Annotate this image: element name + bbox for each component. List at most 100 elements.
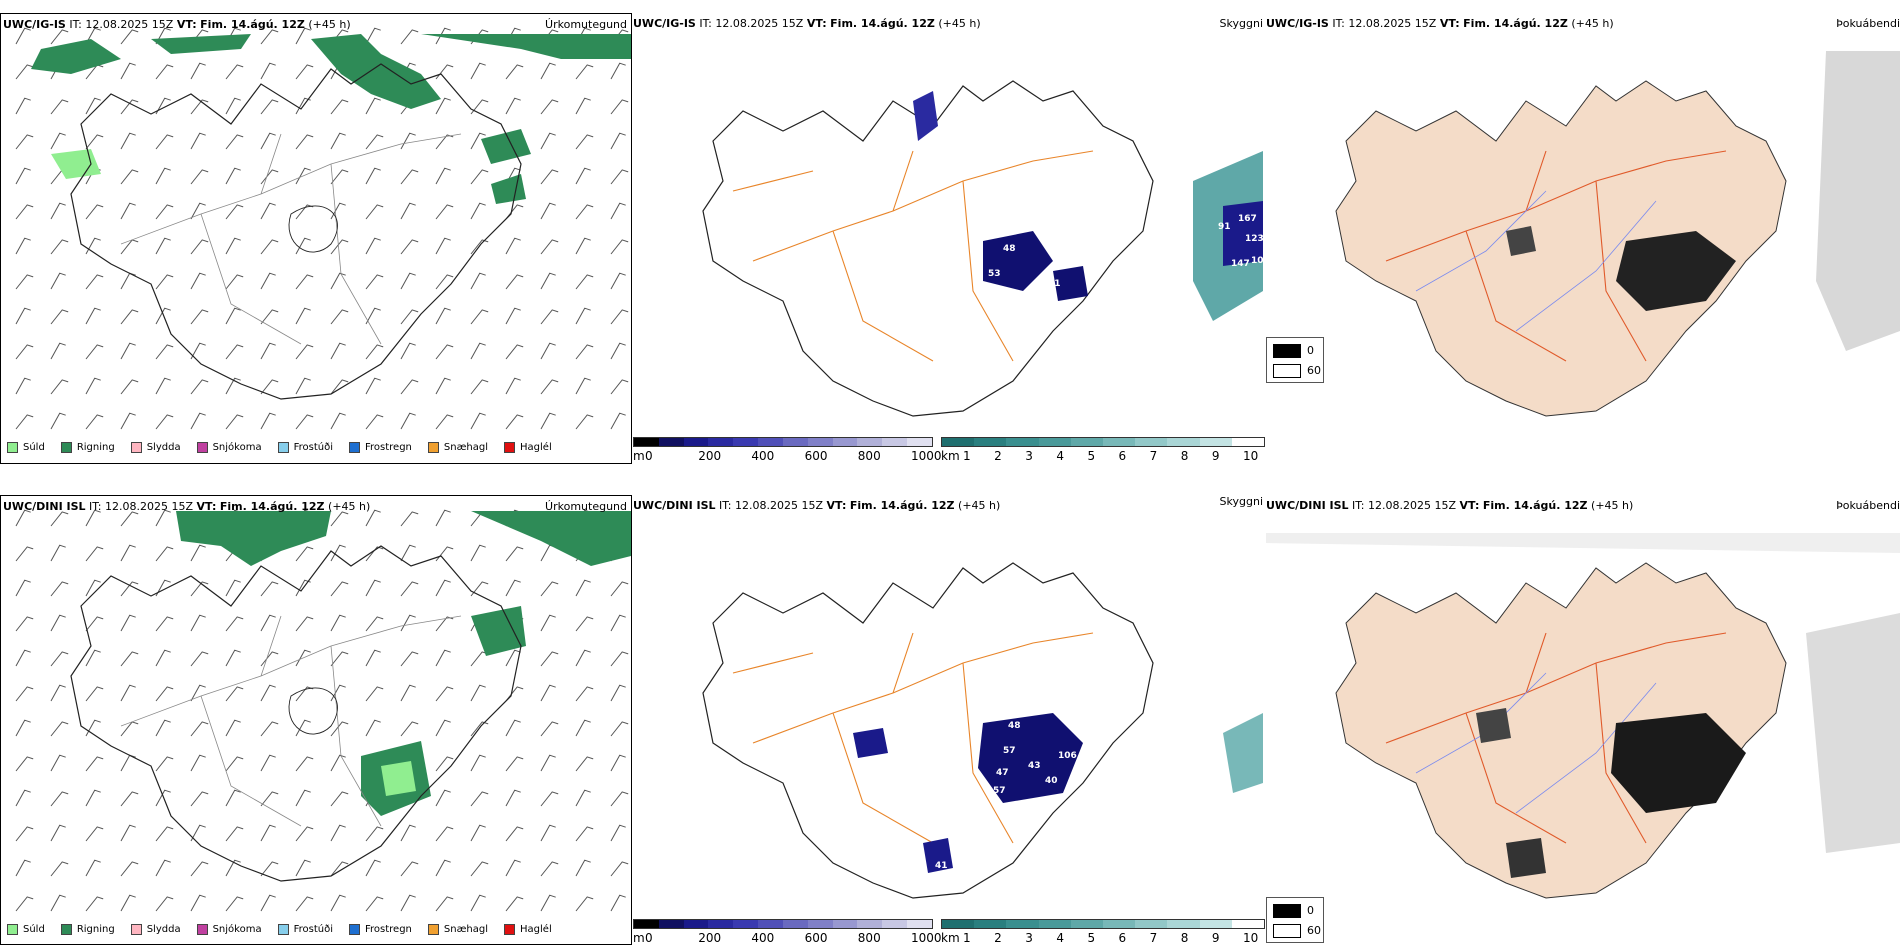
- fog-dense-area: [1611, 713, 1746, 813]
- fog-haze: [1806, 613, 1900, 853]
- iceland-coast: [70, 545, 522, 882]
- ceiling-value-label: 48: [1008, 721, 1021, 731]
- low-ceiling-area: [853, 728, 888, 758]
- ceiling-value-label: 81: [1048, 279, 1061, 289]
- visibility-unit: km: [941, 449, 960, 463]
- colorbar-tick: 9: [1211, 449, 1220, 463]
- legend-item: Snjókoma: [196, 924, 262, 935]
- iceland-map-cloud-2: 48 57 47 43 40 57 106 55 57 41: [702, 562, 1263, 899]
- colorbar-tick: 4: [1056, 449, 1064, 463]
- glacier-outline: [288, 687, 338, 735]
- field-label-cloud: Skyggni: [1219, 17, 1263, 30]
- legend-swatch: [349, 924, 360, 935]
- precip-rain-area: [421, 34, 631, 59]
- field-label-cloud: Skyggni: [1219, 495, 1263, 508]
- precip-rain-area: [151, 34, 251, 54]
- colorbar-tick: 800: [857, 449, 881, 463]
- legend-item: Haglél: [504, 924, 552, 935]
- ceiling-value-label: 96: [1023, 184, 1036, 194]
- precip-rain-area: [471, 606, 526, 656]
- legend-swatch: [277, 924, 289, 935]
- legend-item: Haglél: [504, 442, 552, 453]
- legend-swatch: [196, 442, 208, 453]
- iceland-coast: [1335, 562, 1787, 899]
- field-label-precip: Úrkomutegund: [545, 500, 627, 513]
- colorbar-tick: 400: [751, 449, 775, 463]
- precip-panel-2: UWC/DINI ISL IT: 12.08.2025 15Z VT: Fim.…: [0, 495, 632, 945]
- legend-item: Rigning: [60, 924, 115, 935]
- legend-item: Rigning: [60, 442, 115, 453]
- precip-panel-1: UWC/IG-IS IT: 12.08.2025 15Z VT: Fim. 14…: [0, 13, 632, 464]
- ceiling-value-label: 48: [1003, 244, 1016, 254]
- legend-label: Slydda: [146, 924, 181, 935]
- wind-barbs: [15, 27, 629, 430]
- fog-haze: [1266, 533, 1900, 553]
- legend-label: Haglél: [520, 442, 552, 453]
- colorbar-tick: 3: [1025, 931, 1033, 945]
- ceiling-value-label: 147: [1231, 259, 1250, 269]
- legend-swatch: [427, 442, 439, 453]
- ceiling-value-label: 40: [1045, 776, 1058, 786]
- legend-label: Snæhagl: [443, 924, 489, 935]
- colorbar-tick: 10: [1243, 449, 1259, 463]
- colorbar-tick: 5: [1087, 449, 1096, 463]
- roads: [1385, 150, 1727, 362]
- iceland-coast: [1335, 80, 1787, 417]
- colorbar-tick: 10: [1243, 931, 1259, 945]
- colorbar-tick: 0: [645, 449, 653, 463]
- colorbar-tick: 8: [1180, 449, 1189, 463]
- ceiling-unit: m: [633, 931, 645, 945]
- precip-drizzle-area: [381, 761, 416, 796]
- low-ceiling-area: [978, 713, 1083, 803]
- fog-panel-1: UWC/IG-IS IT: 12.08.2025 15Z VT: Fim. 14…: [1266, 13, 1900, 464]
- ceiling-value-label: 43: [923, 324, 936, 334]
- ceiling-value-label: 57: [925, 701, 938, 711]
- legend-item: Frostúði: [277, 924, 333, 935]
- legend-label: Snjókoma: [212, 924, 262, 935]
- colorbar-tick: 7: [1149, 449, 1158, 463]
- legend-label: Snæhagl: [443, 442, 489, 453]
- legend-label: Frostregn: [365, 924, 412, 935]
- roads: [120, 133, 462, 345]
- low-ceiling-area: [983, 231, 1053, 291]
- legend-label: Frostúði: [293, 924, 333, 935]
- legend-label: Haglél: [520, 924, 552, 935]
- ceiling-value-label: 47: [996, 768, 1009, 778]
- roads: [120, 615, 462, 827]
- legend-swatch: [427, 924, 439, 935]
- iceland-coast: [702, 80, 1154, 417]
- map-title: UWC/IG-IS IT: 12.08.2025 15Z VT: Fim. 14…: [3, 18, 351, 31]
- legend-swatch: [130, 442, 142, 453]
- precip-legend: Súld Rigning Slydda Snjókoma Frostúði Frostre…: [7, 924, 552, 935]
- iceland-map-fog-2: [1266, 533, 1900, 899]
- colorbar-tick: 1000: [911, 449, 942, 463]
- colorbar-tick: 1: [963, 449, 971, 463]
- fog-area: [1476, 708, 1511, 743]
- colorbar-tick: 200: [698, 931, 722, 945]
- legend-swatch: [504, 924, 516, 935]
- colorbar-tick: 6: [1118, 449, 1127, 463]
- colorbar-tick: 600: [804, 449, 828, 463]
- legend-swatch: [349, 442, 360, 453]
- precip-rain-area: [481, 129, 531, 164]
- iceland-coast: [702, 562, 1154, 899]
- iceland-map-fog-1: [1335, 51, 1900, 417]
- cloud-panel-2: UWC/DINI ISL IT: 12.08.2025 15Z VT: Fim.…: [633, 493, 1265, 945]
- cloud-panel-1: UWC/IG-IS IT: 12.08.2025 15Z VT: Fim. 14…: [633, 13, 1265, 464]
- colorbar-tick: 7: [1149, 931, 1158, 945]
- legend-swatch: [196, 924, 208, 935]
- colorbar-tick: 4: [1056, 931, 1064, 945]
- precip-rain-area: [176, 511, 331, 566]
- ceiling-value-label: 41: [935, 861, 948, 871]
- fog-area: [1506, 838, 1546, 878]
- ceiling-value-label: 57: [993, 786, 1006, 796]
- roads: [1385, 632, 1727, 844]
- roads: [732, 150, 1094, 362]
- iceland-coast: [70, 63, 522, 400]
- legend-swatch: [7, 442, 18, 453]
- ceiling-value-label: 53: [988, 269, 1001, 279]
- colorbar-tick: 600: [804, 931, 828, 945]
- map-title: UWC/IG-IS IT: 12.08.2025 15Z VT: Fim. 14…: [633, 17, 981, 30]
- fog-haze: [1816, 51, 1900, 351]
- legend-item: Súld: [7, 442, 45, 453]
